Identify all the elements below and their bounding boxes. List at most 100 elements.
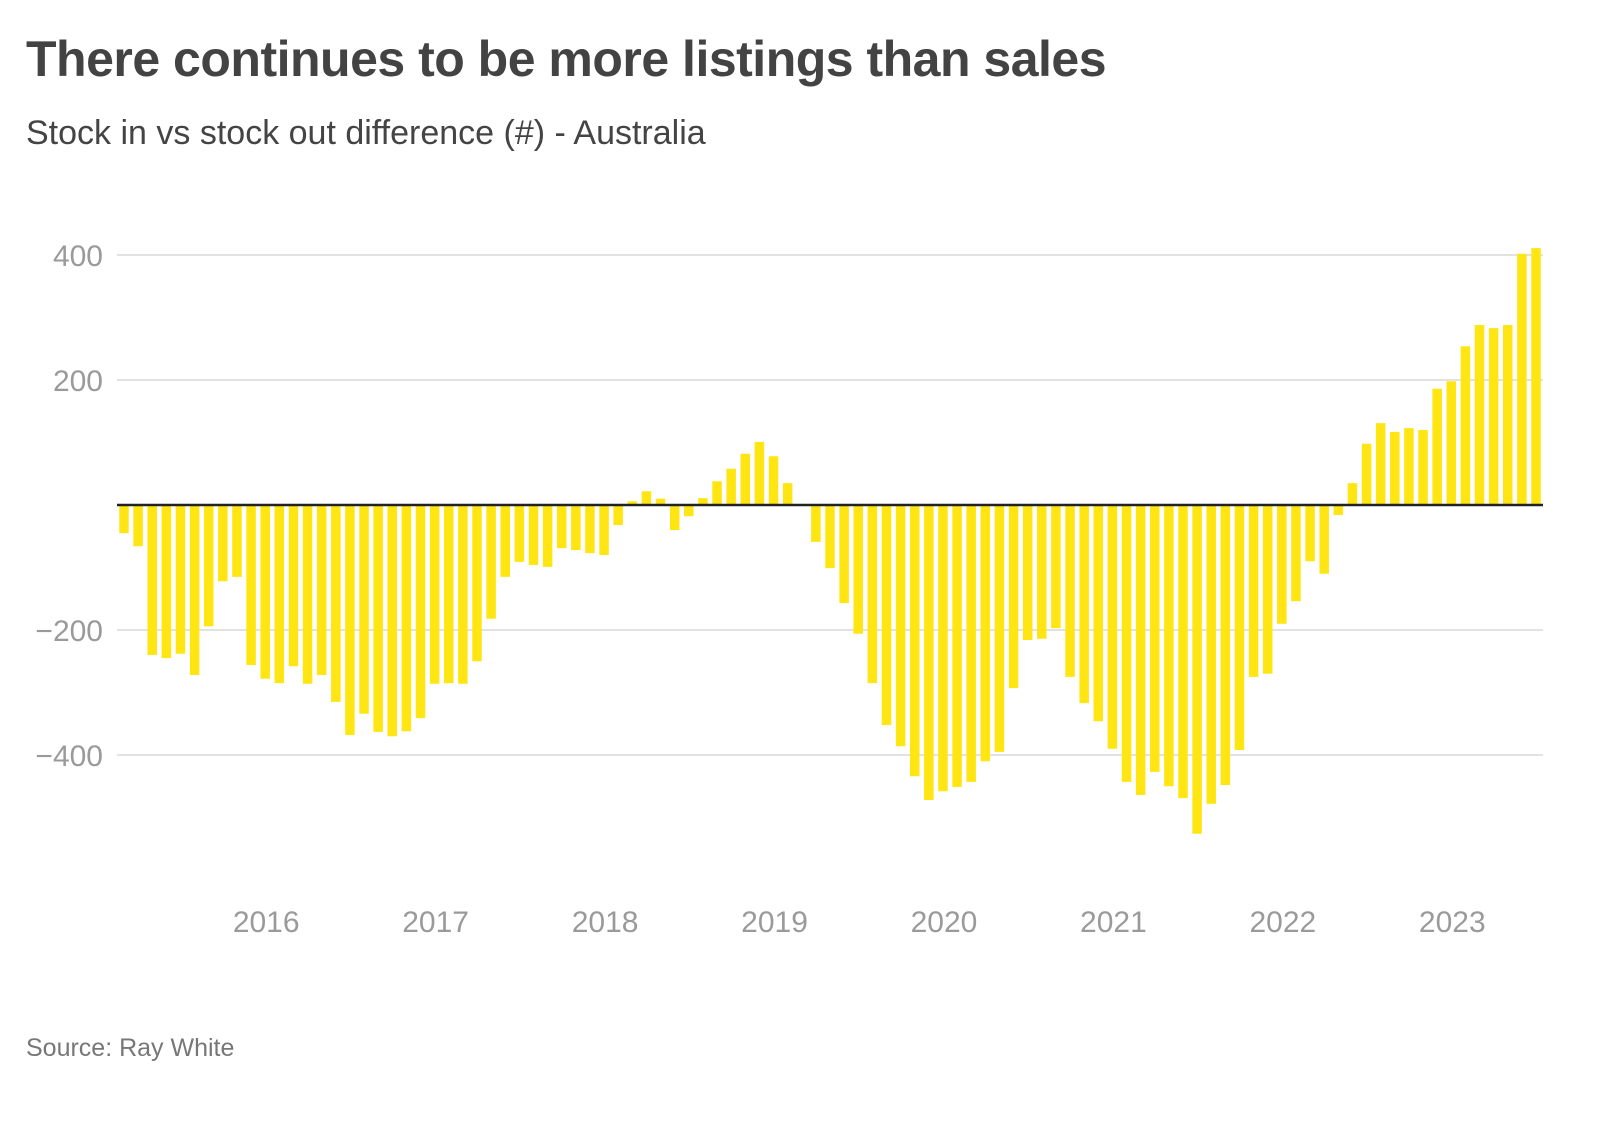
y-tick-label: −400 — [35, 740, 103, 773]
bar — [359, 505, 369, 714]
bar — [811, 505, 821, 542]
bar — [994, 505, 1005, 752]
bar — [1248, 505, 1259, 677]
bar — [387, 505, 398, 737]
bar — [528, 505, 539, 565]
x-tick-label: 2019 — [741, 906, 808, 939]
bar — [1150, 505, 1160, 772]
x-tick-label: 2017 — [402, 906, 469, 939]
bar — [641, 491, 652, 505]
bar — [881, 505, 892, 725]
bar — [980, 505, 991, 762]
bar — [669, 505, 680, 530]
bar — [1008, 505, 1019, 689]
bar — [1234, 505, 1245, 750]
bar — [556, 505, 567, 549]
bar — [1375, 423, 1386, 505]
bar — [1361, 443, 1372, 505]
bar — [1121, 505, 1132, 782]
bar — [712, 481, 722, 505]
bar — [415, 505, 426, 719]
bar — [655, 498, 666, 505]
bar — [472, 505, 482, 662]
bar — [260, 505, 270, 679]
bar — [1206, 505, 1216, 804]
bar — [175, 505, 186, 654]
x-tick-label: 2023 — [1419, 906, 1486, 939]
bar — [1164, 505, 1174, 787]
bar — [246, 505, 256, 665]
bar — [147, 505, 157, 655]
bar — [429, 505, 440, 684]
bar — [1319, 505, 1329, 574]
bar — [952, 505, 962, 787]
bar — [754, 441, 765, 505]
bar — [895, 505, 906, 747]
bar — [966, 505, 976, 782]
bar — [302, 505, 313, 684]
bar — [599, 505, 609, 555]
bar — [133, 505, 143, 547]
bar — [542, 505, 553, 567]
bar — [1291, 505, 1301, 602]
bar — [627, 501, 638, 505]
bar — [1037, 505, 1047, 639]
bar — [232, 505, 242, 577]
bar — [331, 505, 341, 702]
chart-subtitle: Stock in vs stock out difference (#) - A… — [26, 114, 706, 152]
bar — [1446, 381, 1457, 505]
bar — [1460, 346, 1471, 505]
bar — [782, 483, 793, 505]
bar — [345, 505, 355, 735]
bar — [740, 453, 751, 505]
bar — [571, 505, 581, 550]
bar — [514, 505, 525, 562]
bar — [1262, 505, 1273, 674]
x-tick-label: 2022 — [1249, 906, 1316, 939]
bar — [1390, 431, 1400, 505]
bar — [768, 456, 779, 505]
bar — [274, 505, 285, 684]
bar — [1488, 328, 1499, 505]
bar — [1531, 248, 1541, 505]
bar — [316, 505, 327, 675]
chart-title: There continues to be more listings than… — [26, 31, 1107, 87]
bar — [853, 505, 863, 634]
y-tick-label: 400 — [53, 240, 103, 273]
bar — [909, 505, 920, 777]
bar — [189, 505, 200, 675]
bar — [161, 505, 172, 659]
bar — [203, 505, 214, 627]
bar — [500, 505, 510, 577]
bar — [288, 505, 299, 667]
bar — [1093, 505, 1104, 722]
bar — [1065, 505, 1075, 677]
bar — [401, 505, 412, 732]
bar — [938, 505, 948, 792]
bar — [698, 498, 708, 505]
bar — [458, 505, 468, 684]
bar — [867, 505, 878, 684]
bar — [1220, 505, 1231, 785]
x-tick-label: 2016 — [233, 906, 300, 939]
bar — [119, 505, 129, 534]
bar — [1178, 505, 1188, 799]
source-note: Source: Ray White — [26, 1034, 235, 1062]
bar — [1192, 505, 1202, 834]
x-tick-label: 2020 — [911, 906, 978, 939]
y-tick-label: 200 — [53, 365, 103, 398]
bar — [1474, 325, 1485, 505]
bar — [1022, 505, 1033, 640]
bar — [373, 505, 383, 732]
bar — [726, 468, 736, 505]
bar — [839, 505, 849, 604]
bar — [924, 505, 934, 800]
y-tick-label: −200 — [35, 615, 103, 648]
bar — [1051, 505, 1061, 629]
bar — [1135, 505, 1146, 795]
bar — [1079, 505, 1089, 704]
bar — [1305, 505, 1315, 562]
bar — [613, 505, 623, 525]
bar — [1418, 430, 1428, 505]
